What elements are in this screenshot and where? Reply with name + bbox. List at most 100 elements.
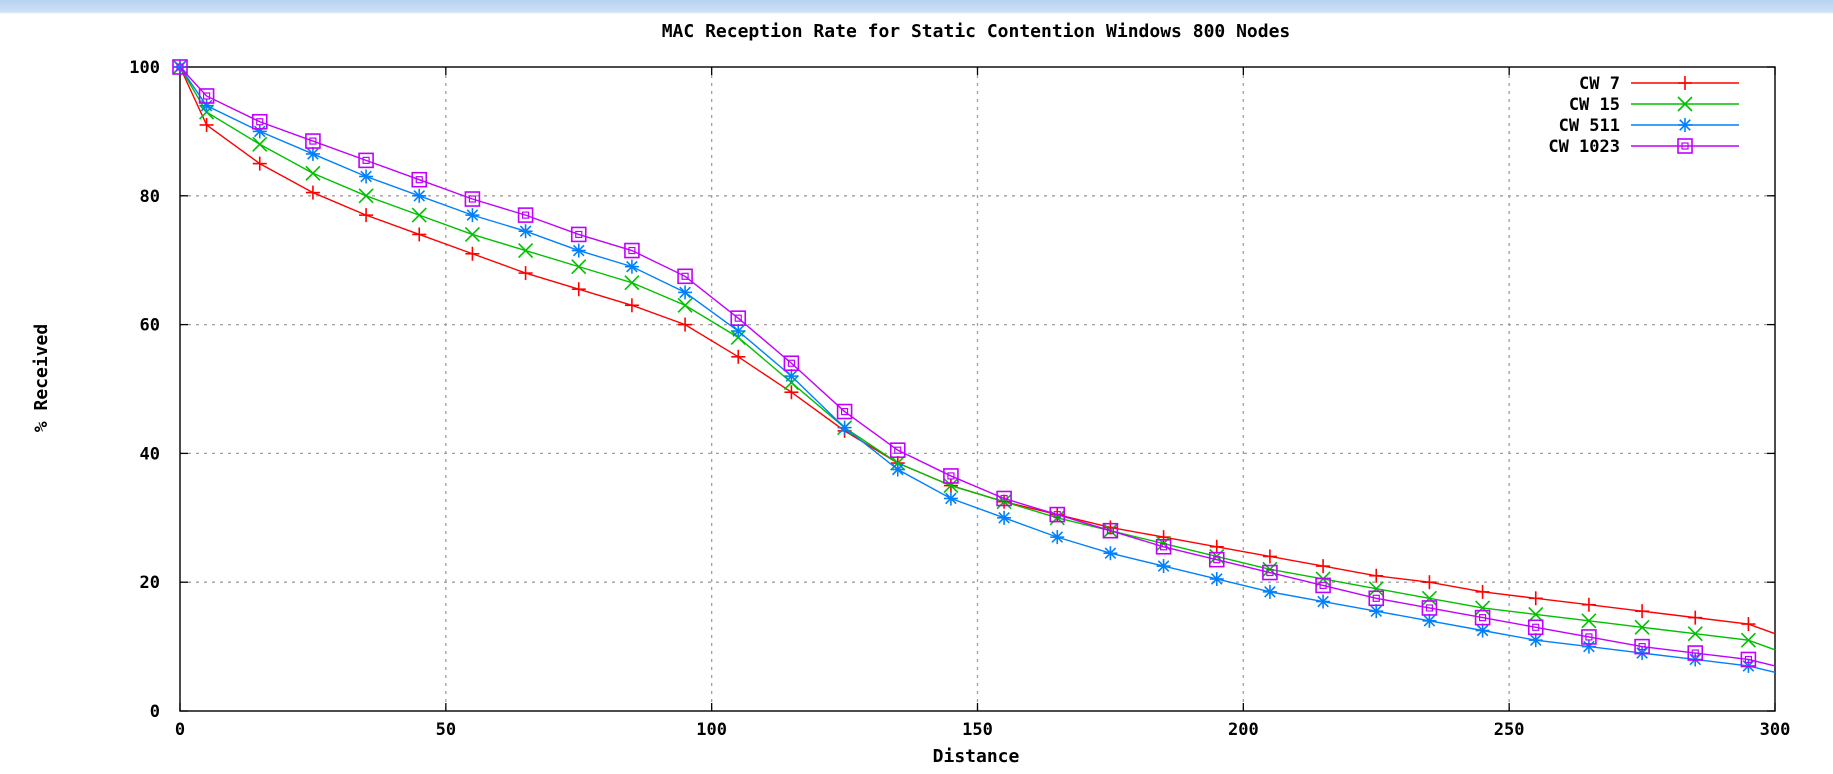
point-3-10 xyxy=(677,268,693,285)
y-tick-label-5: 100 xyxy=(129,58,160,78)
point-3-30 xyxy=(1740,651,1757,668)
point-2-15 xyxy=(943,491,958,506)
point-0-24 xyxy=(1422,575,1437,590)
legend-item-1: CW 15 xyxy=(1569,95,1739,115)
point-0-1 xyxy=(199,117,214,132)
point-2-5 xyxy=(412,188,427,203)
point-3-29 xyxy=(1687,645,1704,661)
point-3-0 xyxy=(172,59,188,75)
point-3-19 xyxy=(1155,538,1172,555)
point-0-30 xyxy=(1741,617,1756,632)
point-1-7 xyxy=(518,242,534,259)
legend-label-0: CW 7 xyxy=(1579,74,1620,94)
point-3-1 xyxy=(198,88,215,104)
point-2-6 xyxy=(465,208,480,223)
point-2-10 xyxy=(678,285,693,300)
point-3-2 xyxy=(251,113,268,130)
point-0-4 xyxy=(359,208,374,223)
point-2-1 xyxy=(199,98,214,113)
x-tick-label-5: 250 xyxy=(1494,720,1525,740)
series-2 xyxy=(173,60,1776,674)
point-3-14 xyxy=(889,442,906,458)
point-3-3 xyxy=(305,133,321,149)
point-3-11 xyxy=(730,310,747,326)
legend-item-0: CW 7 xyxy=(1579,74,1739,94)
y-tick-label-2: 40 xyxy=(140,444,160,464)
point-1-5 xyxy=(411,207,427,223)
point-0-27 xyxy=(1581,597,1596,612)
point-0-5 xyxy=(412,227,427,242)
point-1-29 xyxy=(1687,626,1703,642)
point-0-3 xyxy=(305,185,320,200)
point-3-28 xyxy=(1634,638,1650,655)
point-1-23 xyxy=(1368,581,1384,597)
point-1-6 xyxy=(464,226,480,243)
point-3-16 xyxy=(996,490,1012,507)
axes: 0 50 100 150 200 250 300 0 20 40 60 80 100 xyxy=(129,58,1790,740)
legend-marker-2 xyxy=(1678,118,1692,132)
point-1-15 xyxy=(943,478,959,494)
point-2-12 xyxy=(784,369,799,384)
point-2-3 xyxy=(305,146,320,161)
point-1-24 xyxy=(1421,590,1437,606)
point-2-18 xyxy=(1103,546,1118,561)
x-tick-label-6: 300 xyxy=(1760,720,1791,740)
point-0-11 xyxy=(731,349,746,364)
point-2-19 xyxy=(1156,559,1171,574)
point-0-23 xyxy=(1369,568,1384,583)
point-3-4 xyxy=(358,152,374,169)
point-0-19 xyxy=(1156,530,1171,545)
legend-item-2: CW 511 xyxy=(1559,116,1739,136)
point-2-2 xyxy=(252,124,267,139)
point-2-21 xyxy=(1262,584,1277,599)
point-3-21 xyxy=(1262,564,1278,581)
point-0-2 xyxy=(252,156,267,171)
point-3-23 xyxy=(1368,590,1385,607)
series-line-2 xyxy=(179,66,1776,674)
point-0-25 xyxy=(1475,584,1490,599)
point-2-23 xyxy=(1369,604,1384,619)
point-3-25 xyxy=(1474,609,1491,626)
point-2-9 xyxy=(624,259,639,274)
y-tick-label-1: 20 xyxy=(140,573,160,593)
series-0 xyxy=(173,60,1776,635)
point-1-25 xyxy=(1475,600,1491,616)
legend-marker-3 xyxy=(1677,138,1693,154)
point-3-12 xyxy=(783,355,800,372)
y-tick-label-3: 60 xyxy=(140,316,160,336)
point-3-18 xyxy=(1102,522,1119,539)
point-1-30 xyxy=(1740,632,1756,648)
point-1-3 xyxy=(305,165,321,181)
point-1-27 xyxy=(1581,613,1597,629)
point-2-8 xyxy=(571,243,586,258)
point-1-10 xyxy=(677,297,693,313)
point-1-26 xyxy=(1528,606,1544,622)
point-1-28 xyxy=(1634,619,1650,635)
point-2-11 xyxy=(731,324,746,339)
point-3-9 xyxy=(624,242,640,259)
point-0-6 xyxy=(465,246,480,261)
y-tick-label-4: 80 xyxy=(140,187,160,207)
point-0-21 xyxy=(1262,549,1277,564)
point-3-24 xyxy=(1421,600,1438,616)
point-1-8 xyxy=(571,259,587,275)
x-axis-label: Distance xyxy=(933,746,1020,767)
point-2-7 xyxy=(518,224,533,239)
point-0-10 xyxy=(678,317,693,332)
legend-marker-0 xyxy=(1678,76,1692,90)
point-3-15 xyxy=(943,468,959,484)
legend-label-3: CW 1023 xyxy=(1548,137,1620,157)
point-0-9 xyxy=(624,298,639,313)
point-2-25 xyxy=(1475,623,1490,638)
point-0-20 xyxy=(1209,539,1224,554)
point-0-26 xyxy=(1528,591,1543,606)
legend-marker-1 xyxy=(1677,96,1693,112)
point-3-7 xyxy=(517,207,534,223)
chart-title: MAC Reception Rate for Static Contention… xyxy=(662,21,1291,42)
point-0-28 xyxy=(1635,604,1650,619)
point-2-24 xyxy=(1422,613,1437,628)
point-3-17 xyxy=(1049,506,1066,523)
point-1-2 xyxy=(252,136,268,152)
